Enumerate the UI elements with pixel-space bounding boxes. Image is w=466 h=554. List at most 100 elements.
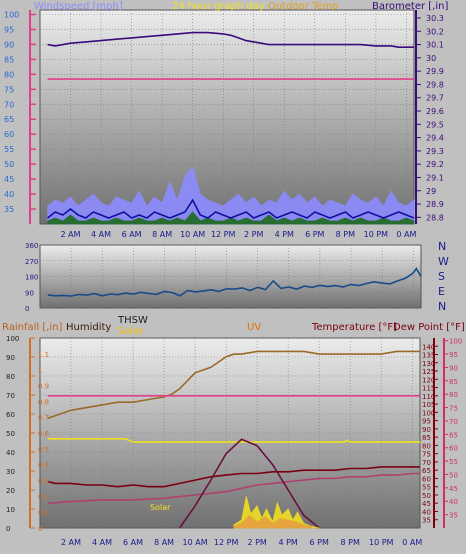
y-tick-label: 0.6 xyxy=(38,430,50,438)
y-tick-label: 30.1 xyxy=(426,41,444,50)
y-tick-label: 0.1 xyxy=(38,509,49,517)
y-tick-label: 0.8 xyxy=(38,398,49,406)
x-tick-label: 6 AM xyxy=(123,538,143,547)
header-dew-point: Dew Point [°F] xyxy=(393,322,465,333)
y-tick-label: 1.1 xyxy=(38,351,49,359)
y-tick-label: 100 xyxy=(6,335,19,343)
y-tick-label: 140 xyxy=(422,343,435,351)
y-tick-label: 90 xyxy=(25,289,34,297)
y-tick-label: 40 xyxy=(4,190,14,199)
x-tick-label: 2 AM xyxy=(61,538,81,547)
y-tick-label: 70 xyxy=(6,392,15,400)
y-tick-label: 45 xyxy=(449,485,458,493)
compass-label: S xyxy=(438,270,445,283)
series-thsw-line xyxy=(47,438,420,443)
series-temperature-line xyxy=(47,466,420,488)
y-tick-label: 55 xyxy=(422,484,431,492)
y-tick-label: 28.9 xyxy=(426,200,444,209)
y-tick-label: 29.3 xyxy=(426,147,444,156)
y-tick-label: 60 xyxy=(6,411,15,419)
x-tick-label: 10 AM xyxy=(180,230,205,239)
y-tick-label: 80 xyxy=(4,70,14,79)
y-tick-label: 85 xyxy=(422,434,431,442)
x-tick-label: 8 AM xyxy=(154,538,174,547)
y-tick-label: 0.4 xyxy=(38,462,50,470)
x-tick-label: 4 AM xyxy=(91,230,111,239)
y-tick-label: 29.9 xyxy=(426,67,444,76)
y-tick-label: 60 xyxy=(449,445,458,453)
y-tick-label: 115 xyxy=(422,385,435,393)
y-tick-label: 40 xyxy=(422,508,431,516)
y-tick-label: 40 xyxy=(449,498,458,506)
series-barometer-line xyxy=(47,31,414,48)
y-tick-label: 70 xyxy=(449,418,458,426)
y-tick-label: 60 xyxy=(4,130,14,139)
y-tick-label: 30 xyxy=(426,54,436,63)
y-tick-label: 90 xyxy=(422,426,431,434)
y-tick-label: 80 xyxy=(449,391,458,399)
y-tick-label: 30.3 xyxy=(426,14,444,23)
y-tick-label: 35 xyxy=(4,205,14,214)
y-tick-label: 85 xyxy=(449,378,458,386)
header-solar: Solar xyxy=(118,326,144,337)
header-barometer: Barometer [,in] xyxy=(372,1,448,12)
y-tick-label: 360 xyxy=(25,242,38,250)
x-tick-label: 10 AM xyxy=(183,538,208,547)
y-tick-label: 30 xyxy=(6,468,15,476)
series-humidity-line xyxy=(47,350,420,420)
y-tick-label: 50 xyxy=(4,160,14,169)
compass-label: E xyxy=(438,285,445,298)
y-tick-label: 29.7 xyxy=(426,94,444,103)
x-tick-label: 8 AM xyxy=(152,230,172,239)
y-tick-label: 0 xyxy=(38,525,42,533)
series-uv-bar-area xyxy=(233,514,312,529)
y-tick-label: 28.8 xyxy=(426,213,444,222)
y-tick-label: 45 xyxy=(422,500,431,508)
series-uv-line xyxy=(178,438,320,529)
y-tick-label: 29.8 xyxy=(426,80,444,89)
y-tick-label: 80 xyxy=(6,373,15,381)
x-tick-label: 8 PM xyxy=(336,230,355,239)
x-tick-label: 10 PM xyxy=(364,230,389,239)
series-wind-direction-line xyxy=(47,267,422,297)
y-tick-label: 0.3 xyxy=(38,478,49,486)
y-tick-label: 65 xyxy=(4,115,14,124)
y-tick-label: 10 xyxy=(6,506,15,514)
x-tick-label: 12 PM xyxy=(211,230,236,239)
y-tick-label: 85 xyxy=(4,55,14,64)
compass-label: W xyxy=(438,255,449,268)
y-tick-label: 75 xyxy=(449,405,458,413)
y-tick-label: 29.4 xyxy=(426,134,444,143)
y-tick-label: 75 xyxy=(422,451,431,459)
y-tick-label: 0.5 xyxy=(38,446,49,454)
y-tick-label: 100 xyxy=(449,338,462,346)
y-tick-label: 60 xyxy=(422,475,431,483)
y-tick-label: 55 xyxy=(449,458,458,466)
y-tick-label: 20 xyxy=(6,487,15,495)
y-tick-label: 50 xyxy=(6,430,15,438)
y-tick-label: 0.7 xyxy=(38,414,49,422)
header-windspeed: Windspeed [mph] xyxy=(34,1,123,12)
y-tick-label: 0 xyxy=(25,305,29,313)
y-tick-label: 100 xyxy=(422,409,435,417)
x-tick-label: 2 PM xyxy=(247,538,266,547)
y-tick-label: 125 xyxy=(422,368,435,376)
y-tick-label: 90 xyxy=(4,40,14,49)
y-tick-label: 29.2 xyxy=(426,160,444,169)
x-tick-label: 6 AM xyxy=(122,230,142,239)
x-tick-label: 12 PM xyxy=(214,538,239,547)
header-humidity: Humidity xyxy=(66,322,111,333)
y-tick-label: 30.2 xyxy=(426,27,444,36)
y-tick-label: 29.6 xyxy=(426,107,444,116)
y-tick-label: 95 xyxy=(449,351,458,359)
y-tick-label: 120 xyxy=(422,376,435,384)
x-tick-label: 6 PM xyxy=(310,538,329,547)
y-tick-label: 35 xyxy=(449,512,458,520)
y-tick-label: 180 xyxy=(25,274,38,282)
x-tick-label: 0 AM xyxy=(402,538,422,547)
series-dew-point-line xyxy=(47,472,420,504)
y-tick-label: 90 xyxy=(6,354,15,362)
series-wind-avg-line xyxy=(47,198,415,219)
